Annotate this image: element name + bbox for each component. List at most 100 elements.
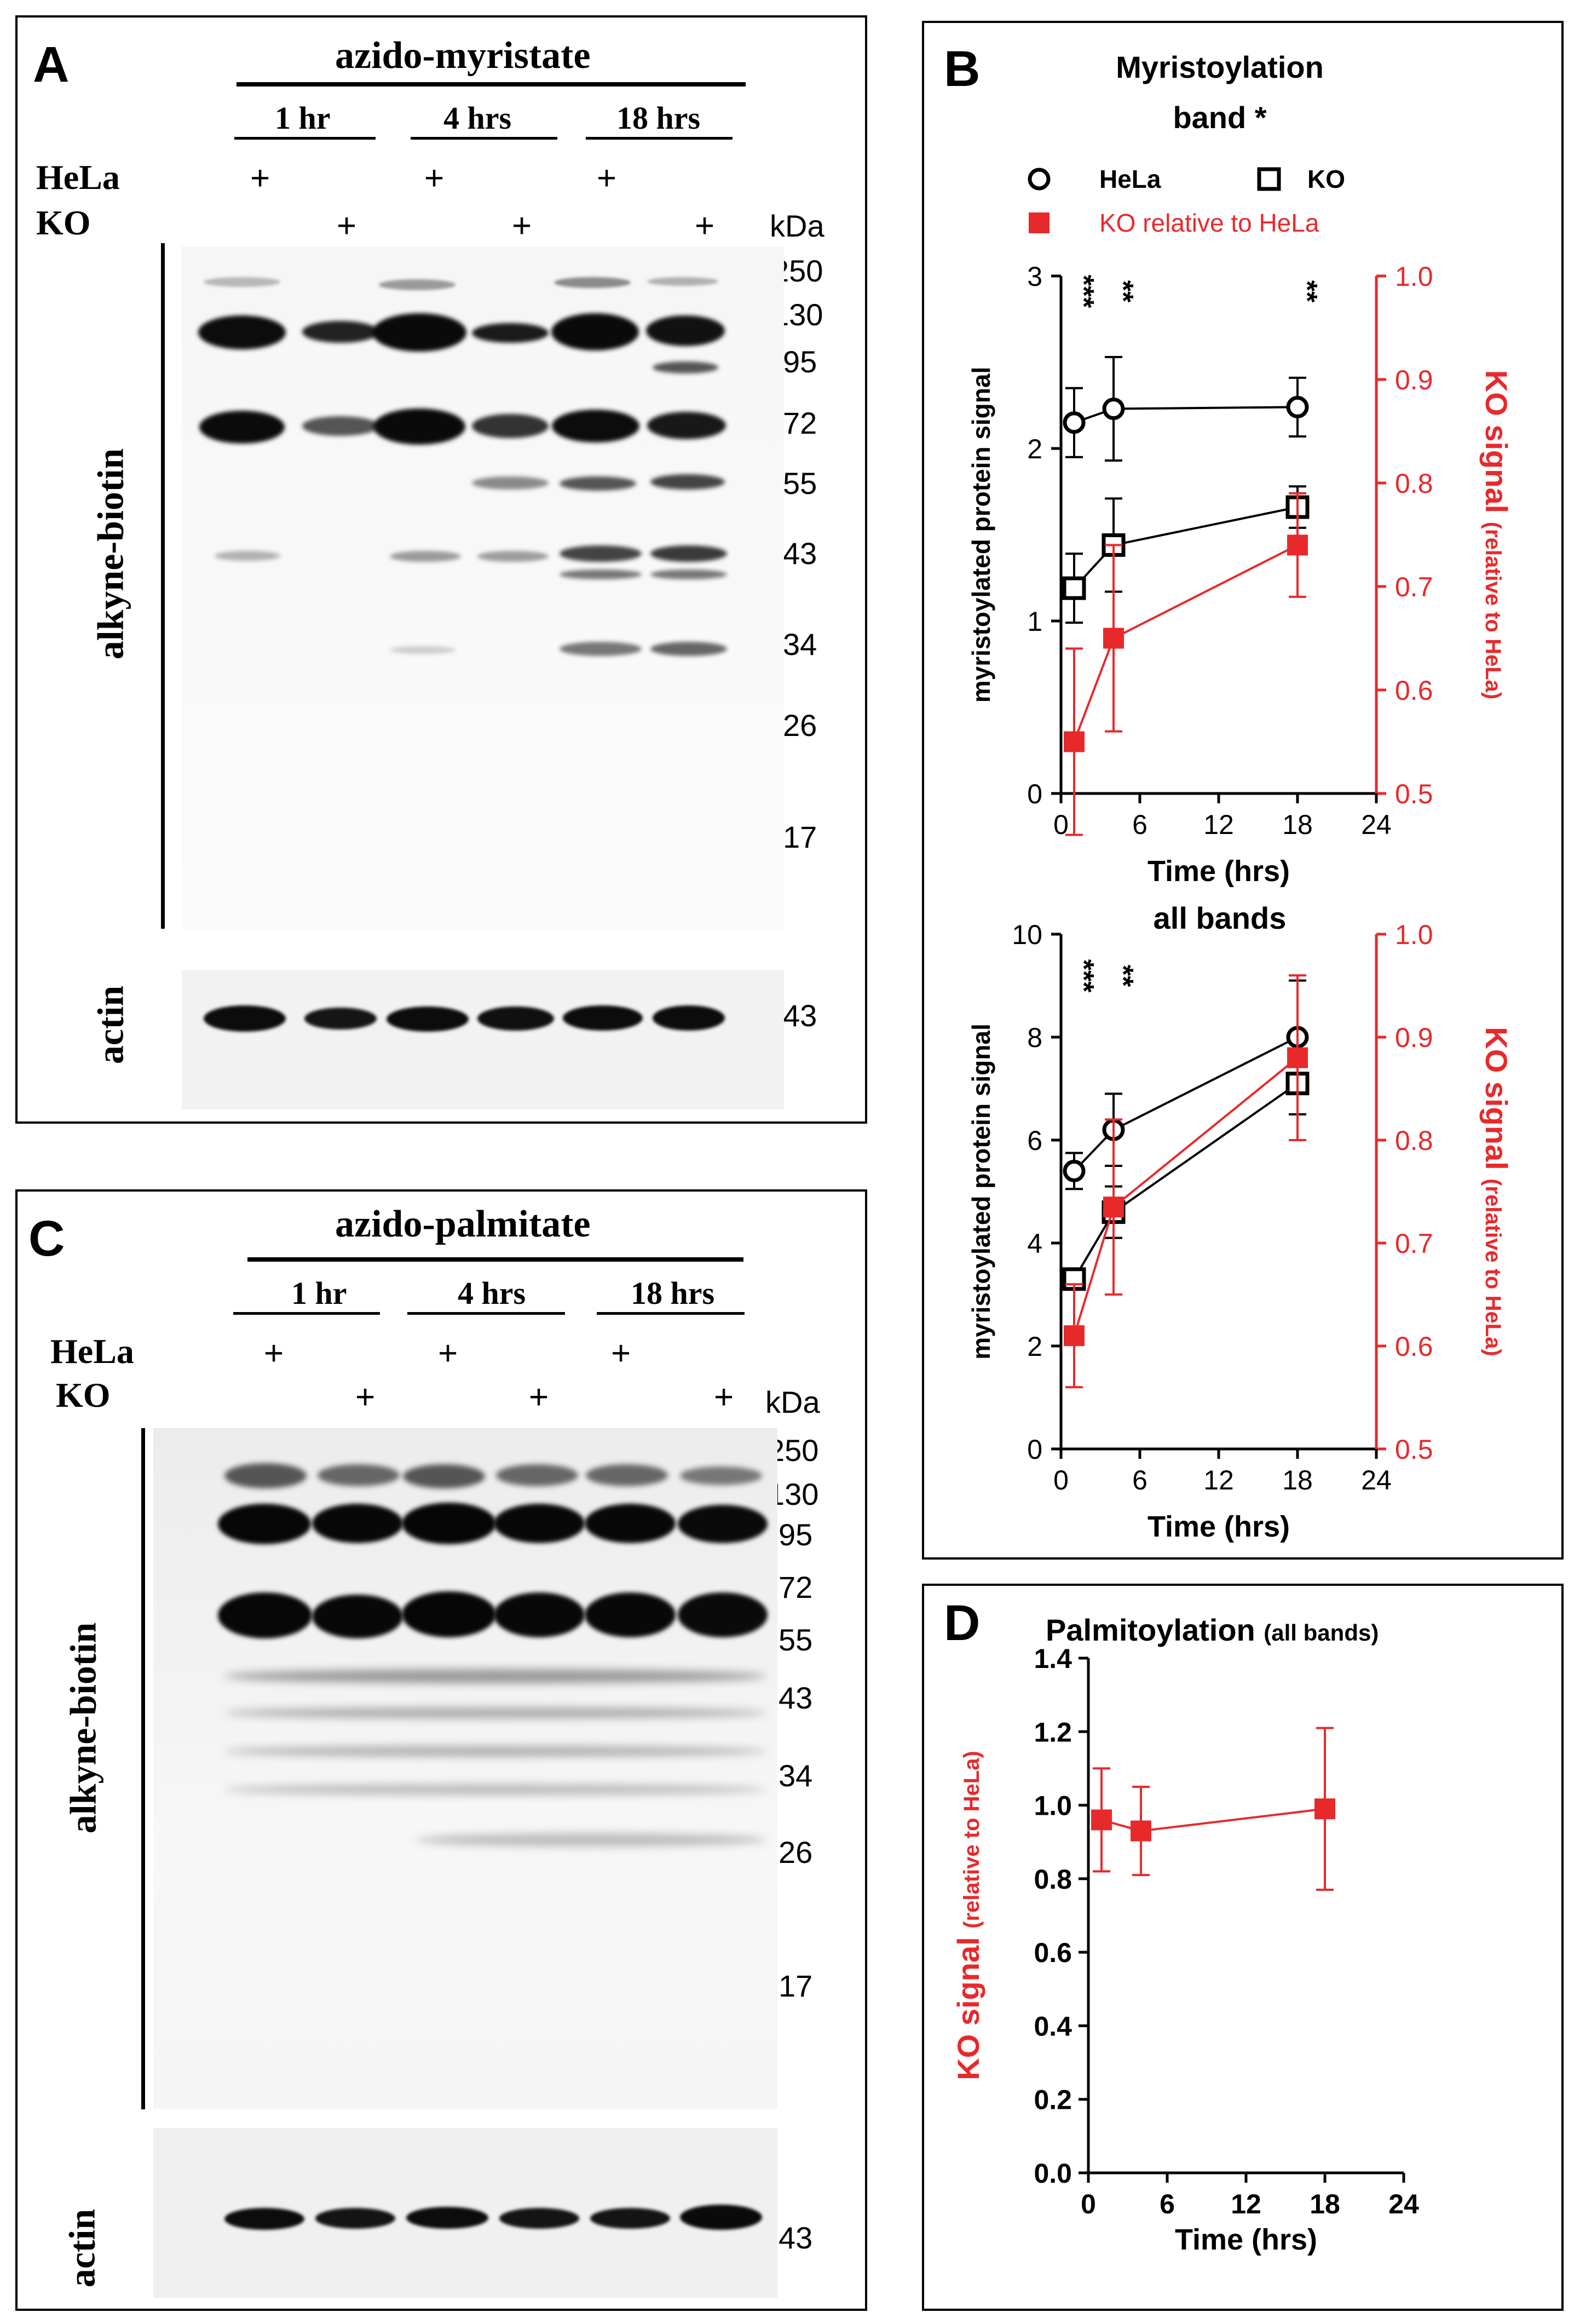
mw-marker: 55 [779,1623,813,1657]
mw-marker: 26 [783,708,817,743]
mw-marker: 34 [783,627,817,661]
time-label: 18 hrs [616,100,701,136]
y2-tick-label: 1.0 [1395,919,1433,950]
mw-marker: 17 [783,820,817,854]
kda-unit: kDa [770,209,824,243]
data-point-hela [1286,395,1309,418]
data-point-ratio [1064,1325,1085,1347]
y2-tick-label: 0.5 [1395,779,1433,809]
blot-band [680,1466,762,1485]
blot-band [224,1463,307,1488]
plus-sign: + [714,1378,734,1416]
actin-band [315,2208,395,2229]
y-tick-label: 0.6 [1034,1937,1072,1968]
actin-band [563,1005,643,1031]
chart-title-main: Palmitoylation [1046,1613,1264,1647]
blot-band [312,1504,403,1543]
x-tick-label: 24 [1361,1465,1392,1495]
actin-label: actin [89,985,131,1065]
time-underline [233,1312,380,1315]
plus-sign: + [695,207,715,245]
blot-band [416,1833,766,1846]
y-tick-label: 0 [1027,779,1042,809]
blot-label: alkyne-biotin [62,1622,104,1834]
blot-band [560,570,642,579]
y2-tick-label: 1.0 [1395,261,1433,292]
x-tick-label: 18 [1310,2189,1340,2219]
blot-band [373,409,465,445]
actin-blot [182,970,784,1109]
kda-unit: kDa [765,1385,820,1419]
y2-tick-label: 0.8 [1395,468,1433,499]
time-label: 4 hrs [443,100,512,136]
data-point-ratio [1287,1047,1308,1068]
y-tick-label: 6 [1027,1125,1042,1156]
x-tick-label: 12 [1203,1465,1234,1495]
y2-axis-label: KO signal (relative to HeLa) [1479,1027,1514,1356]
panel-b: B Myristoylation band * 0 1 2 3 0.5 0.6 0.7 0.8 0.… [922,21,1564,1560]
series-line [1073,1082,1299,1280]
actin-band [477,1006,554,1031]
chart-title: all bands [1154,901,1287,935]
mw-marker-actin: 43 [779,2221,813,2255]
mw-marker: 43 [779,1681,813,1715]
chart-d: Palmitoylation (all bands) 0.0 0.2 0.4 0.6 0.… [951,1613,1419,2256]
y-tick-label: 0.8 [1034,1864,1072,1895]
row-label-ko: KO [56,1376,111,1414]
actin-band [304,1008,377,1029]
blot-band [586,1464,668,1486]
blot-bracket [161,243,165,929]
mw-marker: 95 [779,1517,813,1552]
row-label-hela: HeLa [36,158,120,197]
blot-band [678,1505,768,1543]
plus-sign: + [264,1334,284,1372]
blot-band [477,551,549,562]
panel-a: A azido-myristate 1 hr 4 hrs 18 hrs HeLa… [15,15,867,1124]
x-tick-label: 0 [1053,1465,1069,1495]
chart-title: Myristoylation [1116,50,1324,84]
y-axis-label-main: KO signal [951,1929,985,2080]
data-point-ratio [1064,731,1085,752]
blot-band [494,1504,585,1543]
blot-band [199,411,285,444]
title-underline [237,82,746,87]
blot-band [390,646,455,654]
y-tick-label: 1.0 [1034,1791,1072,1821]
data-point-ratio [1314,1798,1335,1820]
y-tick-label: 8 [1027,1022,1042,1053]
blot-band [215,551,280,561]
y-tick-label: 4 [1027,1228,1042,1259]
y-tick-label: 10 [1012,919,1042,950]
panel-letter: C [28,1211,65,1267]
y-axis-label: myristoylated protein signal [967,367,995,703]
blot-band [218,1592,312,1638]
plus-sign: + [438,1334,458,1372]
row-label-ko: KO [36,203,91,242]
time-underline [407,1312,565,1315]
time-label: 4 hrs [458,1275,526,1311]
data-point-hela [1063,1159,1086,1182]
actin-band [406,2207,488,2229]
panel-letter: A [33,37,70,93]
plus-sign: + [250,159,270,197]
blot-band [379,279,455,290]
y2-axis-label-main: KO signal [1479,1027,1514,1178]
x-tick-label: 6 [1160,2189,1175,2219]
actin-blot [153,2128,777,2298]
x-axis-label: Time (hrs) [1147,1510,1290,1543]
plus-sign: + [597,159,617,197]
blot-band [560,476,636,491]
blot-band [302,321,379,343]
blot-band [585,1504,676,1543]
x-tick-label: 12 [1231,2189,1261,2219]
data-point-ratio [1103,1196,1124,1218]
blot-band [402,1503,496,1544]
y2-tick-label: 0.7 [1395,572,1433,602]
row-label-hela: HeLa [50,1332,134,1371]
legend-label-ko: KO [1307,165,1345,193]
blot-band [472,414,549,438]
significance-marker: *** [1068,275,1099,308]
blot-band [472,323,549,343]
time-label: 1 hr [275,100,331,136]
x-axis-label: Time (hrs) [1175,2223,1317,2256]
